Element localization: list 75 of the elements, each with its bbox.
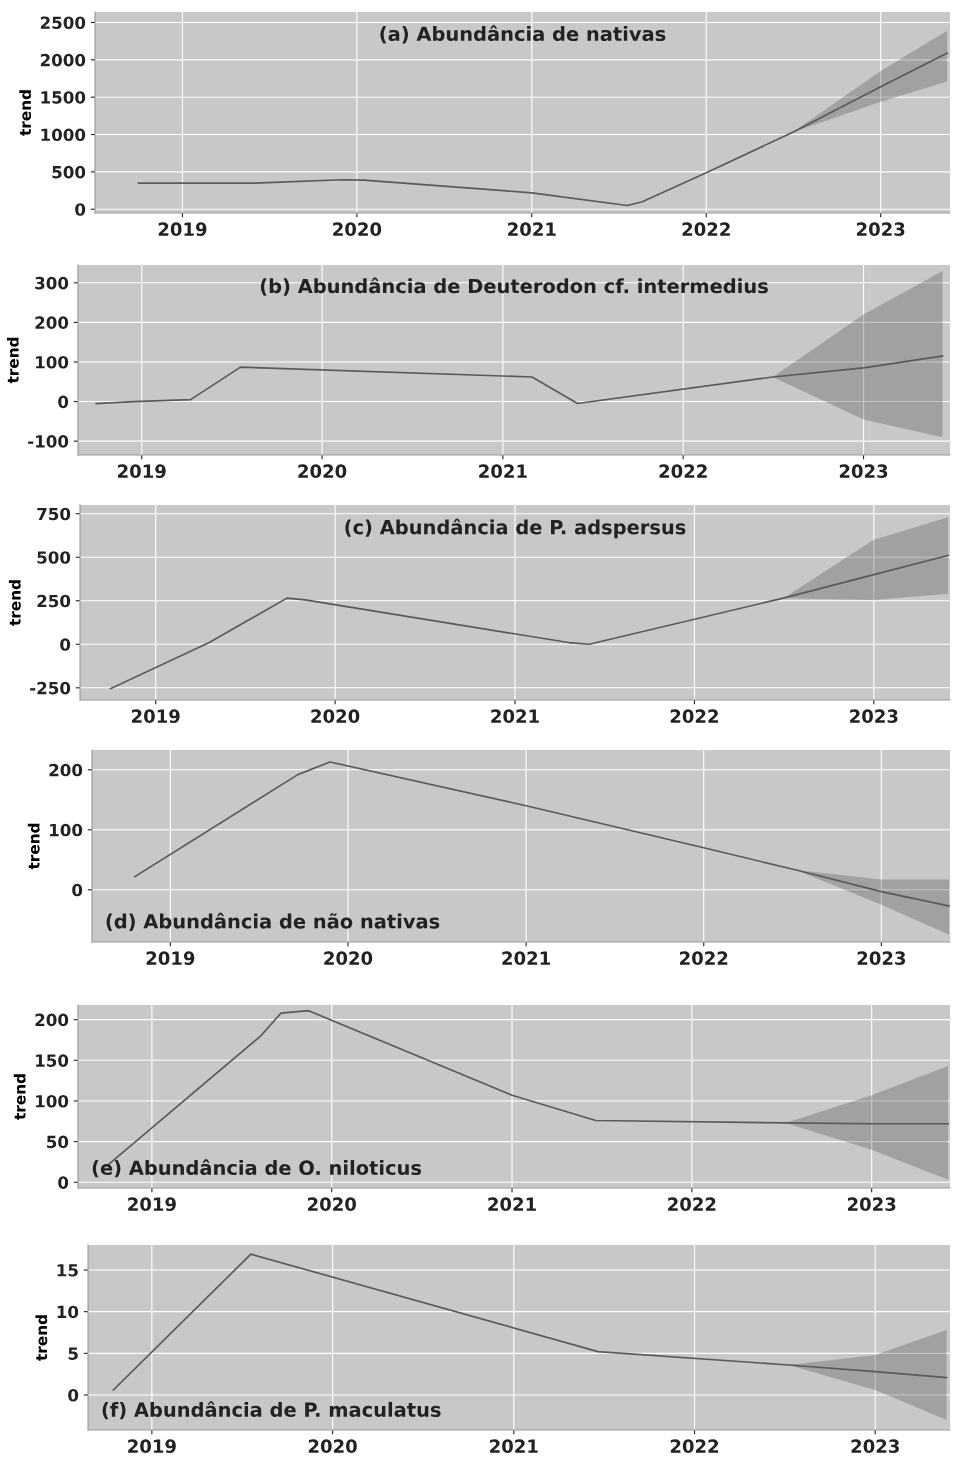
y-tick-label: 10 bbox=[57, 1305, 79, 1319]
text: (f) Abundância de P. maculatus bbox=[102, 1401, 441, 1420]
y-tick-label: 300 bbox=[35, 276, 69, 290]
x-tick-label: 2022 bbox=[670, 1439, 719, 1453]
y-axis-title: trend bbox=[27, 823, 40, 870]
y-tick-label: 500 bbox=[37, 551, 71, 564]
text: (e) Abundância de O. niloticus bbox=[92, 1159, 422, 1178]
y-tick-label: 100 bbox=[36, 1094, 69, 1108]
y-tick-label: -100 bbox=[28, 435, 69, 448]
y-tick-label: 15 bbox=[57, 1264, 78, 1277]
x-tick-label: 2020 bbox=[324, 951, 373, 965]
y-tick-label: 0 bbox=[58, 395, 69, 409]
x-tick-label: 2019 bbox=[128, 1197, 176, 1211]
line-series bbox=[133, 761, 950, 907]
x-tick-label: 2019 bbox=[158, 222, 207, 236]
y-tick-label: 1000 bbox=[41, 128, 86, 142]
x-tick-label: 2023 bbox=[850, 709, 898, 723]
text: (d) Abundância de não nativas bbox=[106, 912, 440, 931]
y-tick-label: 250 bbox=[37, 594, 71, 608]
y-axis-title: trend bbox=[35, 1315, 48, 1361]
x-tick-label: 2021 bbox=[488, 1197, 536, 1211]
x-tick-label: 2022 bbox=[668, 1197, 716, 1211]
y-tick-label: 200 bbox=[35, 1013, 69, 1027]
line-series bbox=[137, 52, 948, 207]
x-tick-label: 2019 bbox=[146, 951, 195, 965]
y-tick-label: 0 bbox=[75, 203, 86, 216]
line-series bbox=[95, 355, 944, 405]
y-tick-label: 0 bbox=[58, 1176, 69, 1189]
y-tick-label: 500 bbox=[52, 165, 86, 179]
x-tick-label: 2021 bbox=[502, 951, 550, 965]
line-series bbox=[112, 1253, 948, 1391]
line-series bbox=[109, 554, 949, 690]
x-tick-label: 2023 bbox=[851, 1439, 899, 1453]
x-tick-label: 2022 bbox=[682, 222, 730, 236]
y-tick-label: 100 bbox=[36, 355, 69, 369]
x-tick-label: 2023 bbox=[847, 1197, 896, 1211]
y-tick-label: 200 bbox=[49, 763, 83, 777]
y-tick-label: 0 bbox=[60, 638, 71, 651]
y-tick-label: 750 bbox=[37, 507, 71, 521]
x-tick-label: 2019 bbox=[128, 1439, 176, 1453]
x-tick-label: 2021 bbox=[479, 464, 527, 478]
y-tick-label: 5 bbox=[68, 1347, 78, 1360]
x-tick-label: 2022 bbox=[680, 951, 728, 965]
text: (b) Abundância de Deuterodon cf. intermedius bbox=[260, 277, 768, 296]
x-tick-label: 2019 bbox=[132, 709, 180, 723]
x-tick-label: 2021 bbox=[491, 709, 539, 723]
text: (a) Abundância de nativas bbox=[380, 25, 666, 44]
y-tick-label: 1500 bbox=[41, 91, 86, 104]
y-tick-label: 100 bbox=[50, 823, 83, 837]
y-tick-label: 2000 bbox=[40, 53, 86, 67]
x-tick-label: 2023 bbox=[857, 222, 905, 236]
y-tick-label: 200 bbox=[35, 316, 69, 329]
y-tick-label: 0 bbox=[68, 1388, 79, 1402]
y-axis-title: trend bbox=[13, 1074, 26, 1120]
y-tick-label: 150 bbox=[36, 1054, 69, 1067]
y-tick-label: 2500 bbox=[40, 16, 86, 30]
x-tick-label: 2020 bbox=[311, 709, 360, 723]
x-tick-label: 2020 bbox=[298, 464, 347, 478]
y-axis-title: trend bbox=[8, 580, 21, 626]
y-axis-title: trend bbox=[6, 337, 19, 384]
y-tick-label: -250 bbox=[30, 681, 71, 695]
x-tick-label: 2020 bbox=[333, 222, 382, 236]
text: (c) Abundância de P. adspersus bbox=[345, 518, 686, 539]
x-tick-label: 2023 bbox=[857, 951, 906, 965]
x-tick-label: 2020 bbox=[308, 1197, 356, 1211]
x-tick-label: 2023 bbox=[839, 464, 888, 478]
y-axis-title: trend bbox=[19, 90, 32, 136]
x-tick-label: 2022 bbox=[670, 709, 718, 723]
x-tick-label: 2021 bbox=[490, 1439, 538, 1453]
y-tick-label: 50 bbox=[47, 1135, 69, 1149]
x-tick-label: 2019 bbox=[118, 464, 166, 478]
x-tick-label: 2020 bbox=[308, 1439, 357, 1453]
y-tick-label: 0 bbox=[72, 883, 83, 897]
x-tick-label: 2021 bbox=[508, 222, 556, 236]
x-tick-label: 2022 bbox=[659, 464, 707, 478]
